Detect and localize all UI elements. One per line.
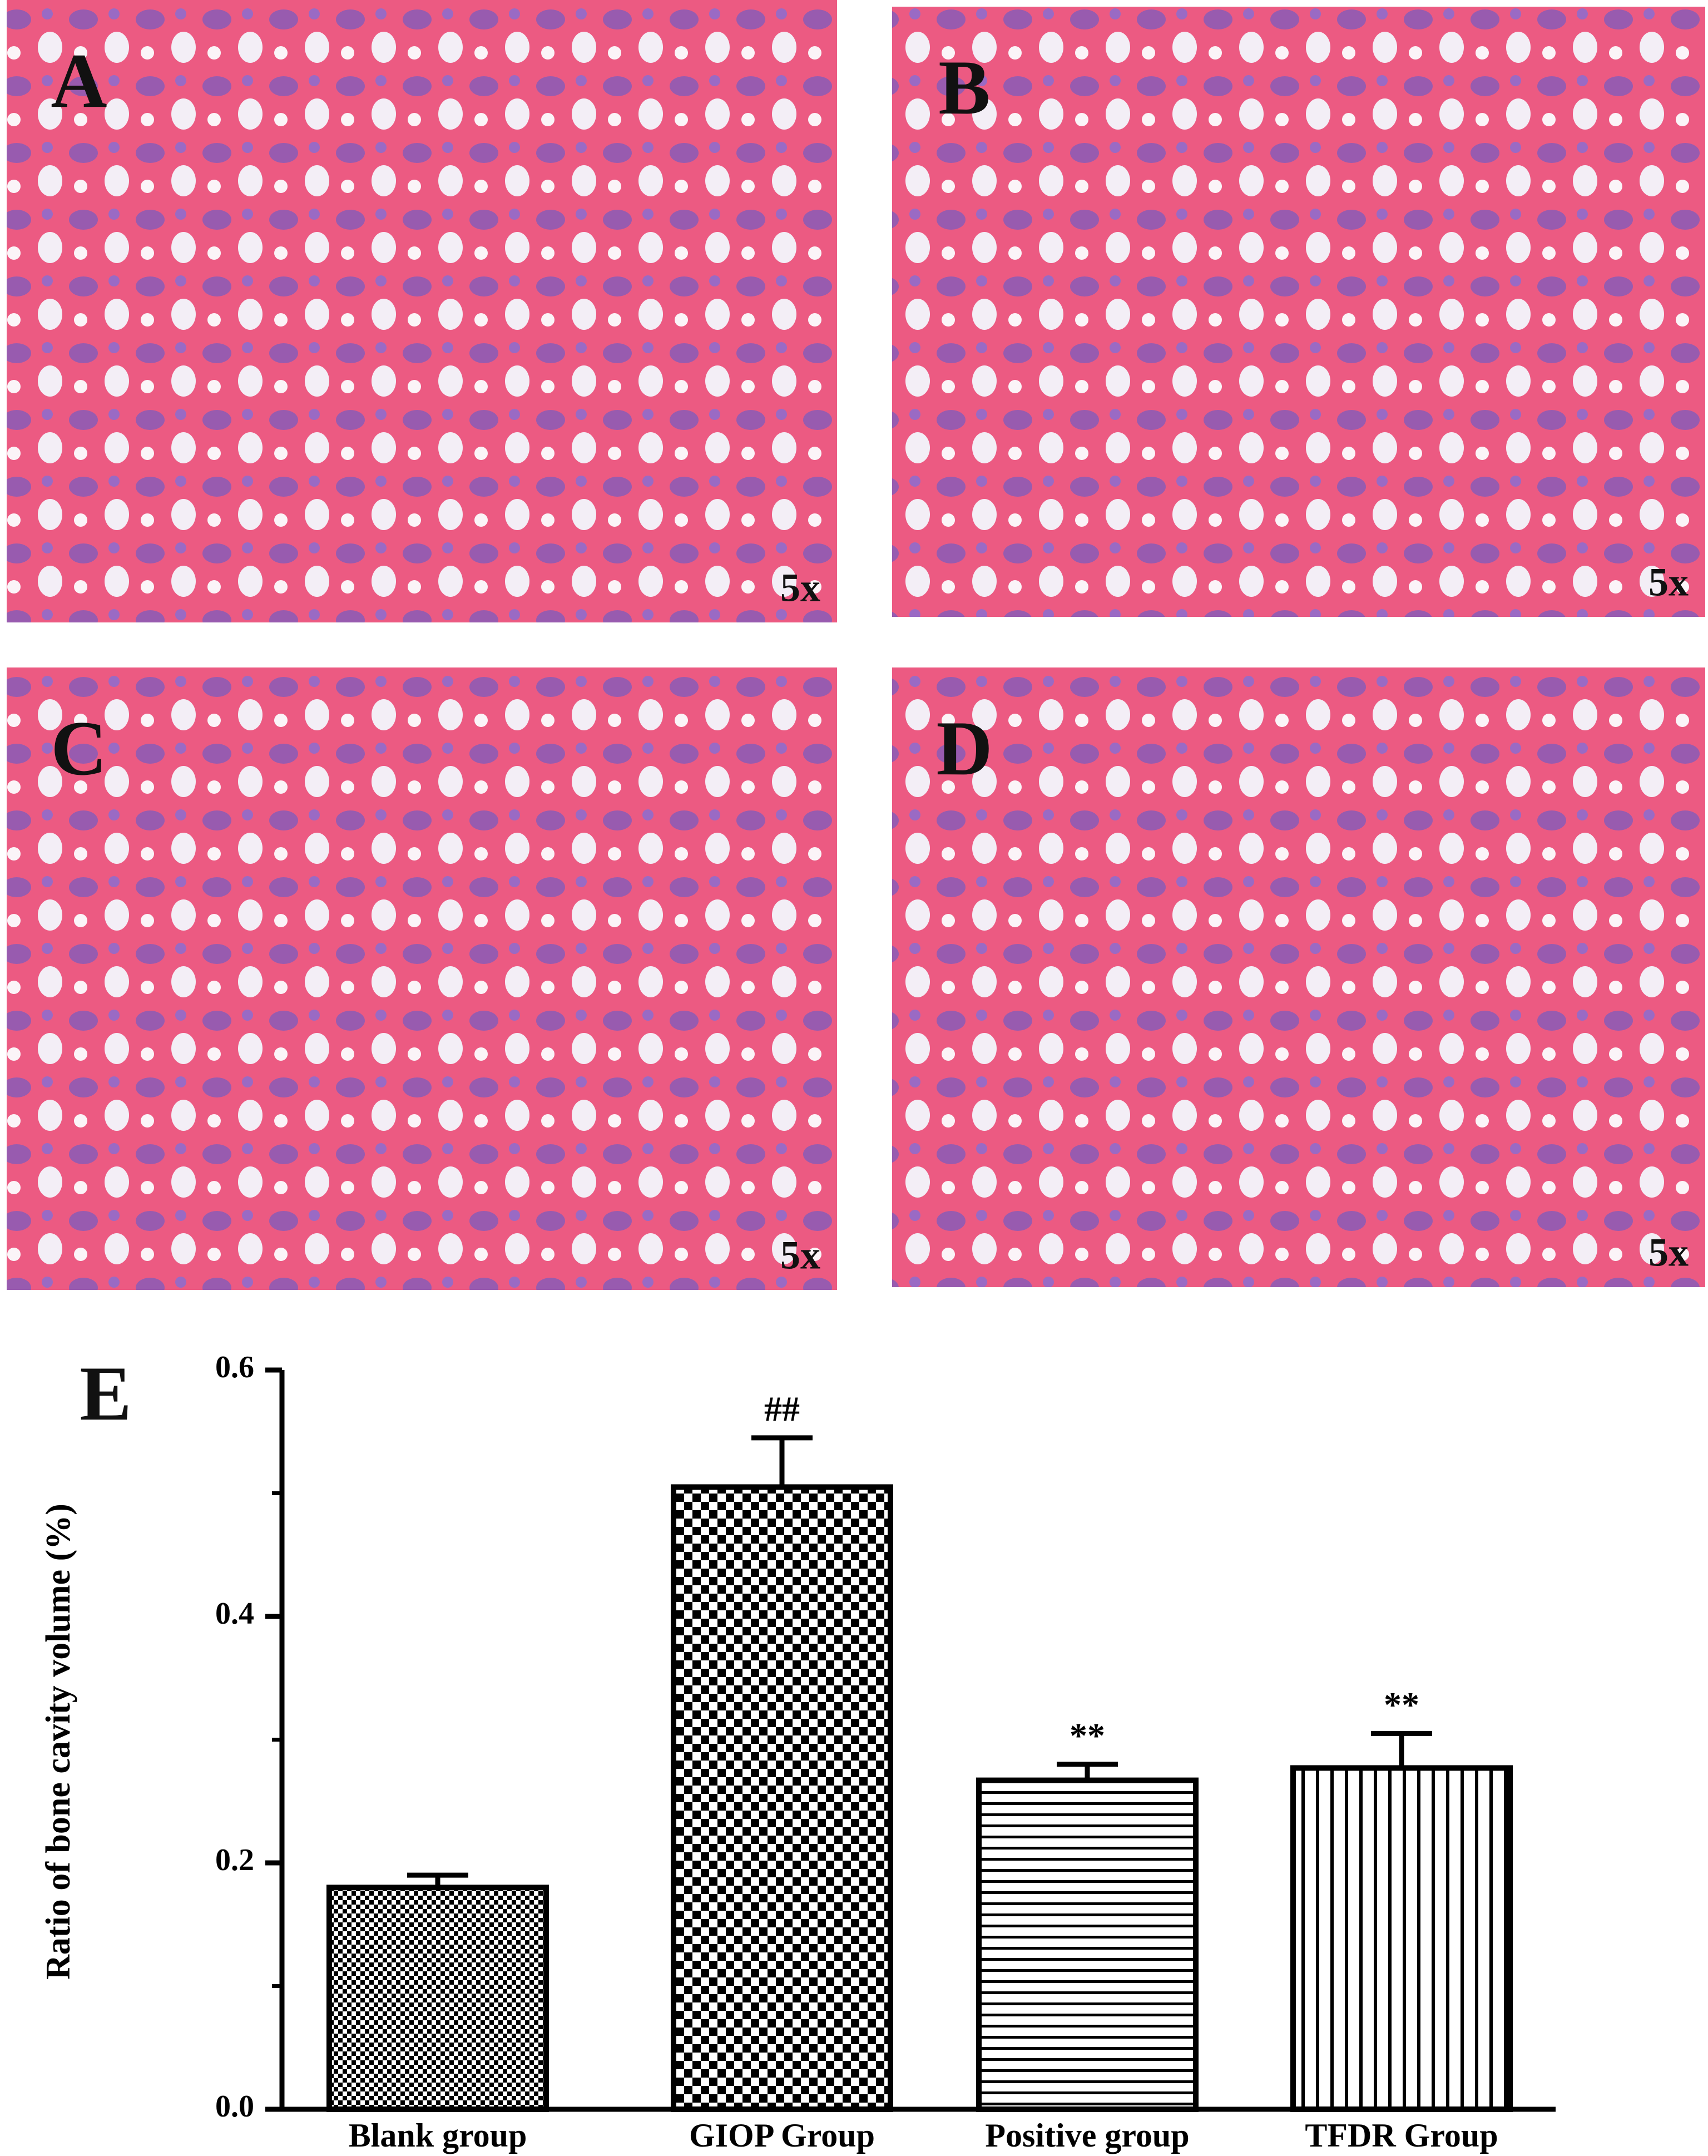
image-panels: A 5x B 5x C 5x D 5x — [7, 0, 1705, 1290]
significance-mark: ## — [764, 1389, 800, 1429]
y-tick-label: 0.2 — [215, 1843, 254, 1877]
histology-image — [892, 667, 1705, 1287]
bar-chart: E Ratio of bone cavity volume (%) 0.0 0.2 0.… — [39, 1350, 1556, 2154]
panel-label: E — [80, 1351, 131, 1437]
panel-label: C — [51, 705, 107, 792]
panel-label: D — [936, 705, 992, 792]
x-tick-label: Blank group — [349, 2117, 527, 2154]
bar — [326, 1885, 549, 2113]
histology-image — [892, 7, 1705, 617]
histology-image — [7, 0, 837, 622]
error-bar — [1057, 1762, 1118, 1781]
panel-label: B — [938, 44, 990, 131]
histology-image — [7, 667, 837, 1290]
y-tick-label: 0.4 — [215, 1596, 254, 1631]
error-bar — [407, 1872, 468, 1888]
magnification: 5x — [780, 566, 820, 610]
significance-mark: ** — [1070, 1715, 1105, 1755]
y-tick-label: 0.6 — [215, 1350, 254, 1384]
panel-label: A — [51, 38, 107, 124]
significance-mark: ** — [1384, 1685, 1419, 1724]
y-tick-label: 0.0 — [215, 2089, 254, 2124]
error-bar — [751, 1435, 813, 1487]
error-bar — [1371, 1730, 1432, 1768]
magnification: 5x — [1648, 560, 1689, 605]
y-axis-label: Ratio of bone cavity volume (%) — [39, 1504, 77, 1980]
x-tick-label: TFDR Group — [1305, 2117, 1498, 2154]
x-tick-label: Positive group — [985, 2117, 1189, 2154]
bar — [671, 1484, 893, 2112]
x-tick-label: GIOP Group — [689, 2117, 875, 2154]
magnification: 5x — [780, 1233, 820, 1278]
bar — [976, 1777, 1199, 2112]
bar — [1290, 1765, 1513, 2113]
magnification: 5x — [1648, 1230, 1689, 1275]
